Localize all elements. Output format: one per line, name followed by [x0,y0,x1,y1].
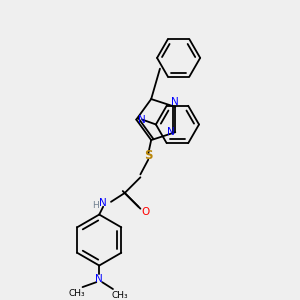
Text: S: S [144,149,152,162]
Text: N: N [138,115,146,124]
Text: N: N [95,274,103,284]
Text: CH₃: CH₃ [68,290,85,298]
Text: H: H [92,201,99,210]
Text: O: O [141,207,149,217]
Text: CH₃: CH₃ [112,291,128,300]
Text: N: N [99,198,107,208]
Text: N: N [167,127,174,137]
Text: N: N [171,97,179,107]
